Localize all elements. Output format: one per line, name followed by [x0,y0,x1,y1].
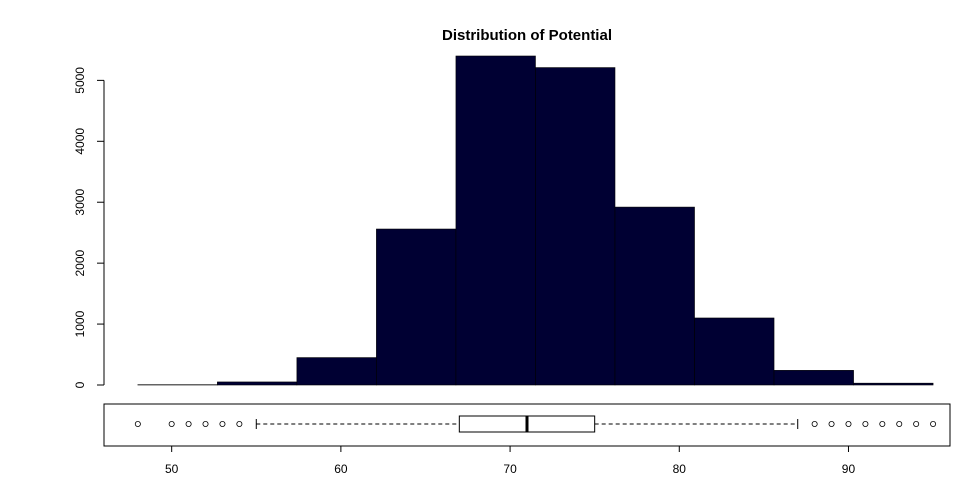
x-axis: 50 60 70 80 90 [165,445,856,476]
outlier-point-13 [930,420,937,427]
histogram-bar-9 [853,382,934,386]
x-tick-label-3: 80 [673,462,687,476]
x-tick-label-2: 70 [503,462,517,476]
outlier-point-7 [828,420,835,427]
outlier-point-0 [134,420,141,427]
outlier-point-8 [845,420,852,427]
histogram-bar-6 [614,206,695,386]
histogram-bar-2 [296,357,377,386]
y-tick-label-5: 5000 [73,67,87,94]
outlier-point-12 [913,420,920,427]
histogram-bar-7 [694,317,775,386]
boxplot [134,415,937,433]
histogram-bar-1 [217,381,298,386]
histogram-bar-8 [773,370,854,386]
y-tick-label-4: 4000 [73,128,87,155]
x-tick-label-0: 50 [165,462,179,476]
outlier-point-10 [879,420,886,427]
histogram-bars [137,55,934,386]
x-tick-label-1: 60 [334,462,348,476]
outlier-point-3 [202,420,209,427]
y-tick-label-3: 3000 [73,189,87,216]
y-axis: 0 1000 2000 3000 4000 5000 [73,67,105,388]
y-tick-label-1: 1000 [73,310,87,337]
y-tick-label-2: 2000 [73,249,87,276]
outlier-point-4 [219,420,226,427]
y-tick-label-0: 0 [73,381,87,388]
histogram-bar-3 [376,228,457,386]
outlier-point-11 [896,420,903,427]
histogram-bar-5 [535,67,616,386]
outlier-point-6 [811,420,818,427]
outlier-point-5 [236,420,243,427]
outlier-point-1 [168,420,175,427]
x-tick-label-4: 90 [842,462,856,476]
histogram-bar-4 [455,55,536,386]
chart-title: Distribution of Potential [442,27,612,44]
outlier-point-9 [862,420,869,427]
outlier-point-2 [185,420,192,427]
